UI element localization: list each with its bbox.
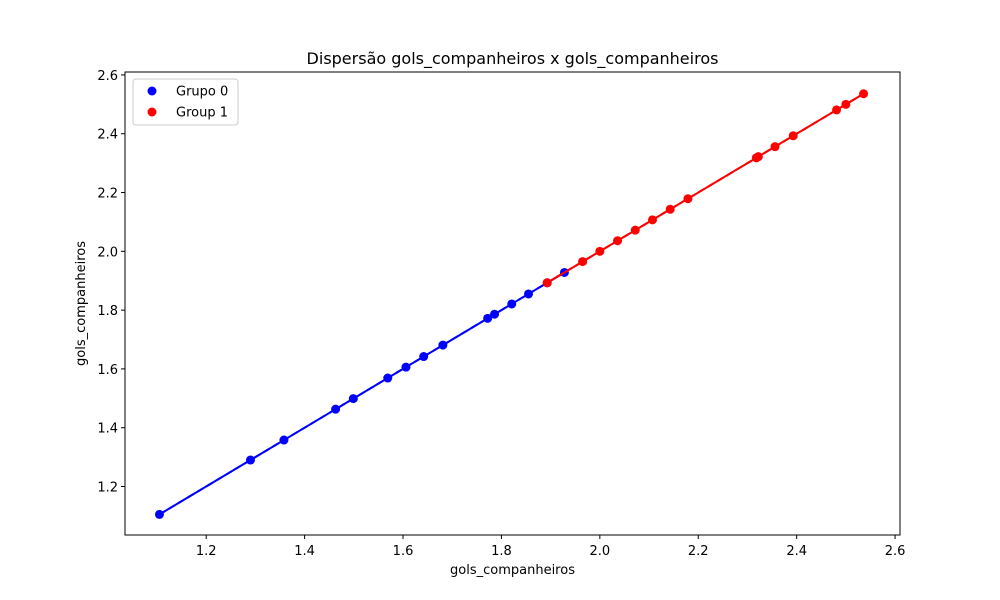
series-1-point — [613, 236, 623, 246]
legend-marker-1 — [147, 107, 157, 117]
series-1-point — [753, 152, 763, 162]
series-0-point — [490, 309, 500, 319]
series-1-point — [770, 142, 780, 152]
series-1-point — [595, 246, 605, 256]
chart-title: Dispersão gols_companheiros x gols_compa… — [307, 49, 719, 69]
series-0-point — [507, 299, 517, 309]
y-tick-label: 1.8 — [97, 304, 118, 319]
y-tick-label: 1.6 — [97, 363, 118, 378]
plot-area — [154, 89, 869, 519]
x-tick-label: 2.0 — [589, 544, 610, 559]
series-0-point — [383, 373, 393, 383]
legend-marker-0 — [147, 86, 157, 96]
series-1-point — [788, 131, 798, 141]
series-1-point — [683, 194, 693, 204]
series-1-point — [665, 204, 675, 214]
y-axis-label: gols_companheiros — [74, 241, 89, 366]
series-1-point — [630, 225, 640, 235]
series-1-point — [578, 257, 588, 267]
legend-label-0: Grupo 0 — [176, 85, 228, 100]
y-tick-label: 2.6 — [97, 69, 118, 84]
x-axis: 1.2 1.4 1.6 1.8 2.0 2.2 2.4 2.6 — [196, 535, 906, 559]
series-0-point — [483, 313, 493, 323]
series-0-point — [348, 394, 358, 404]
y-tick-label: 2.0 — [97, 245, 118, 260]
x-tick-label: 1.8 — [491, 544, 512, 559]
axes-frame — [124, 71, 901, 536]
y-axis: 1.2 1.4 1.6 1.8 2.0 2.2 2.4 2.6 — [97, 69, 125, 495]
y-tick-label: 1.4 — [97, 422, 118, 437]
x-axis-label: gols_companheiros — [450, 563, 575, 578]
y-tick-label: 2.2 — [97, 187, 118, 202]
series-0-point — [438, 340, 448, 350]
x-tick-label: 1.6 — [393, 544, 414, 559]
series-0-point — [523, 289, 533, 299]
legend: Grupo 0 Group 1 — [132, 78, 239, 126]
series-0-point — [331, 404, 341, 414]
series-0-point — [419, 352, 429, 362]
series-0-point — [401, 362, 411, 372]
x-tick-label: 1.2 — [196, 544, 217, 559]
x-tick-label: 2.6 — [885, 544, 906, 559]
series-1-point — [841, 99, 851, 109]
series-1-point — [859, 89, 869, 99]
series-0-point — [245, 455, 255, 465]
series-1-point — [647, 215, 657, 225]
series-0-fit-line — [158, 271, 565, 516]
series-0-point — [154, 509, 164, 519]
legend-label-1: Group 1 — [176, 106, 228, 121]
x-tick-label: 2.4 — [786, 544, 807, 559]
y-tick-label: 1.2 — [97, 480, 118, 495]
series-1-point — [832, 105, 842, 115]
legend-box — [132, 78, 239, 126]
x-tick-label: 1.4 — [294, 544, 315, 559]
series-0-point — [279, 435, 289, 445]
series-1-point — [542, 278, 552, 288]
y-tick-label: 2.4 — [97, 128, 118, 143]
x-tick-label: 2.2 — [688, 544, 709, 559]
